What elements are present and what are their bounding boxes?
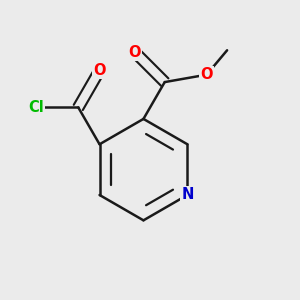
Text: O: O: [128, 44, 141, 59]
Text: O: O: [200, 67, 213, 82]
Text: Cl: Cl: [28, 100, 44, 115]
Text: N: N: [181, 188, 194, 202]
Text: O: O: [93, 63, 106, 78]
